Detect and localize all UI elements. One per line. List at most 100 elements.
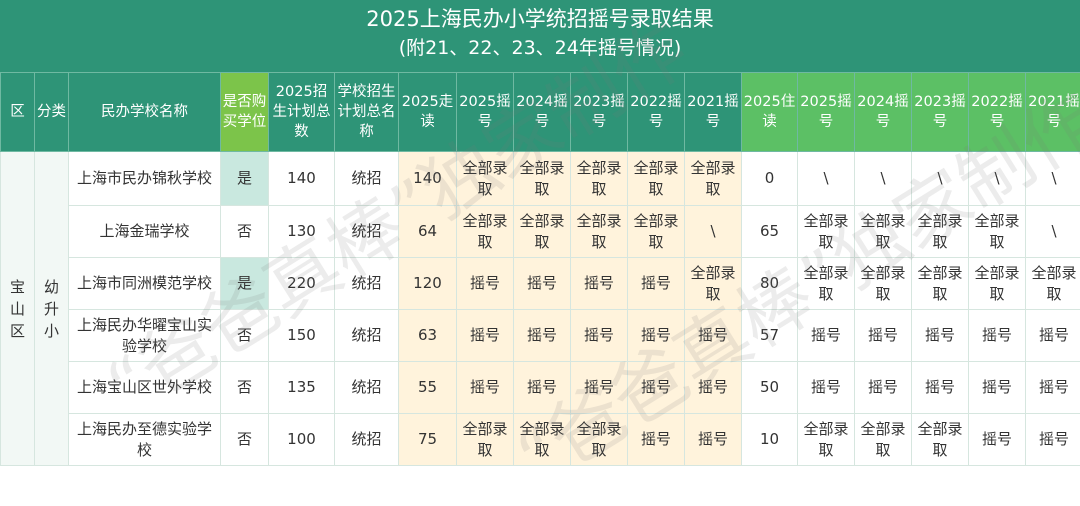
school-name-cell: 上海宝山区世外学校 [69,362,221,414]
board-lottery-cell: 全部录取 [912,206,969,258]
school-name-cell: 上海民办华曜宝山实验学校 [69,310,221,362]
board-lottery-cell: 摇号 [969,414,1026,466]
day-lottery-cell: 全部录取 [571,414,628,466]
day-lottery-cell: 全部录取 [628,206,685,258]
day-lottery-cell: 摇号 [514,310,571,362]
day-lottery-cell: 摇号 [685,310,742,362]
category-label: 幼升小 [43,276,61,342]
day-lottery-cell: \ [685,206,742,258]
board-lottery-cell: \ [1026,152,1080,206]
plan-total-cell: 220 [269,258,335,310]
day-lottery-cell: 全部录取 [514,414,571,466]
buy-seat-cell: 否 [221,206,269,258]
day-lottery-cell: 摇号 [457,362,514,414]
day-total-cell: 63 [399,310,457,362]
page-subtitle: (附21、22、23、24年摇号情况) [0,35,1080,61]
day-lottery-cell: 全部录取 [628,152,685,206]
plan-name-cell: 统招 [335,206,399,258]
board-total-cell: 80 [742,258,798,310]
board-lottery-cell: 全部录取 [798,258,855,310]
column-header: 2024摇号 [514,73,571,152]
region-label: 宝山区 [9,276,27,342]
day-lottery-cell: 全部录取 [457,206,514,258]
board-total-cell: 65 [742,206,798,258]
board-lottery-cell: 摇号 [1026,414,1080,466]
school-name-cell: 上海金瑞学校 [69,206,221,258]
column-header: 2025招生计划总数 [269,73,335,152]
buy-seat-cell: 否 [221,310,269,362]
board-lottery-cell: 全部录取 [912,414,969,466]
plan-total-cell: 150 [269,310,335,362]
board-lottery-cell: \ [912,152,969,206]
day-lottery-cell: 摇号 [628,258,685,310]
plan-total-cell: 135 [269,362,335,414]
day-lottery-cell: 全部录取 [457,152,514,206]
column-header: 是否购买学位 [221,73,269,152]
column-header: 2025走读 [399,73,457,152]
board-lottery-cell: 摇号 [798,310,855,362]
school-name-cell: 上海市同洲模范学校 [69,258,221,310]
column-header: 2022摇号 [969,73,1026,152]
plan-total-cell: 130 [269,206,335,258]
day-total-cell: 120 [399,258,457,310]
day-total-cell: 64 [399,206,457,258]
plan-total-cell: 100 [269,414,335,466]
day-lottery-cell: 摇号 [628,310,685,362]
day-lottery-cell: 全部录取 [685,152,742,206]
plan-name-cell: 统招 [335,362,399,414]
board-total-cell: 0 [742,152,798,206]
board-lottery-cell: 全部录取 [912,258,969,310]
board-lottery-cell: 摇号 [855,310,912,362]
board-lottery-cell: 全部录取 [1026,258,1080,310]
board-lottery-cell: 全部录取 [855,414,912,466]
buy-seat-cell: 是 [221,258,269,310]
board-lottery-cell: 全部录取 [798,414,855,466]
column-header: 2023摇号 [912,73,969,152]
buy-seat-cell: 是 [221,152,269,206]
column-header: 2021摇号 [1026,73,1080,152]
board-lottery-cell: 摇号 [1026,310,1080,362]
day-lottery-cell: 全部录取 [514,152,571,206]
day-lottery-cell: 摇号 [514,258,571,310]
day-lottery-cell: 摇号 [685,362,742,414]
board-lottery-cell: \ [855,152,912,206]
day-lottery-cell: 摇号 [514,362,571,414]
day-lottery-cell: 摇号 [457,310,514,362]
day-lottery-cell: 全部录取 [571,152,628,206]
day-lottery-cell: 摇号 [628,414,685,466]
board-lottery-cell: 全部录取 [969,206,1026,258]
board-lottery-cell: 全部录取 [855,206,912,258]
day-lottery-cell: 全部录取 [514,206,571,258]
day-total-cell: 55 [399,362,457,414]
day-lottery-cell: 摇号 [628,362,685,414]
board-lottery-cell: 摇号 [969,362,1026,414]
region-cell: 宝山区 [1,152,35,466]
day-total-cell: 140 [399,152,457,206]
board-lottery-cell: 摇号 [969,310,1026,362]
day-lottery-cell: 摇号 [571,258,628,310]
plan-name-cell: 统招 [335,258,399,310]
school-name-cell: 上海市民办锦秋学校 [69,152,221,206]
column-header: 2022摇号 [628,73,685,152]
results-sheet: 2025上海民办小学统招摇号录取结果 (附21、22、23、24年摇号情况) 区… [0,0,1080,477]
board-lottery-cell: 全部录取 [969,258,1026,310]
board-lottery-cell: 摇号 [1026,362,1080,414]
column-header: 2025住读 [742,73,798,152]
plan-total-cell: 140 [269,152,335,206]
column-header: 2025摇号 [798,73,855,152]
board-lottery-cell: 摇号 [912,362,969,414]
board-lottery-cell: 摇号 [855,362,912,414]
day-lottery-cell: 摇号 [457,258,514,310]
board-lottery-cell: 全部录取 [798,206,855,258]
day-lottery-cell: 全部录取 [685,258,742,310]
day-lottery-cell: 摇号 [571,362,628,414]
column-header: 2025摇号 [457,73,514,152]
plan-name-cell: 统招 [335,414,399,466]
column-header: 区 [1,73,35,152]
